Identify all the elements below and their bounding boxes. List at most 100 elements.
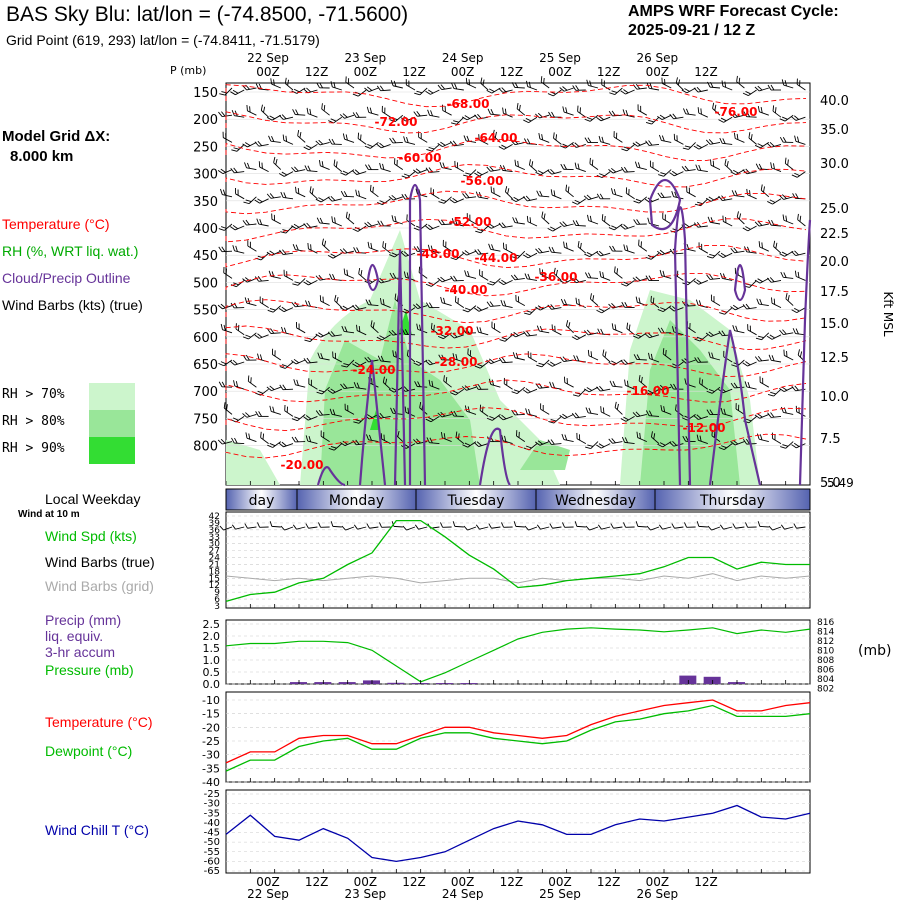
wind-barb-shaft	[636, 87, 647, 90]
wind-barb	[267, 305, 282, 313]
wind-barb-flag	[681, 359, 687, 364]
wind-barb-flag	[343, 363, 350, 366]
wind-barb	[242, 332, 257, 340]
wind-barb	[548, 246, 562, 254]
wind-barb-shaft	[356, 330, 367, 336]
wind-barb-flag	[632, 412, 638, 417]
wind-barb-flag	[382, 299, 385, 306]
wind-barb-flag	[231, 524, 236, 530]
wind-barb-flag	[733, 112, 738, 118]
wind-barb-flag	[705, 332, 711, 337]
wind-barb-flag	[757, 105, 760, 112]
wind-barb-shaft	[734, 250, 745, 254]
wind-barb	[791, 115, 806, 121]
wind-barb	[791, 250, 806, 257]
wind-barb-flag	[461, 386, 467, 391]
wind-barb-shaft	[576, 438, 587, 444]
wind-barb-flag	[584, 137, 589, 143]
surface-wind-barb	[231, 524, 245, 530]
wind-barb-flag	[275, 158, 278, 165]
wind-barb	[724, 158, 733, 172]
weekday-label: Monday	[329, 493, 384, 509]
wind-barb	[645, 116, 660, 125]
wind-barb	[474, 441, 489, 447]
wind-barb	[498, 222, 513, 229]
wind-barb-shaft	[783, 412, 794, 415]
wind-barb	[522, 195, 538, 202]
wind-barb-shaft	[222, 169, 233, 175]
wind-barb-flag	[706, 390, 713, 394]
wind-barb	[271, 348, 282, 361]
wind-barb-shaft	[625, 384, 635, 390]
wind-barb-shaft	[709, 86, 721, 89]
wind-barb-flag	[461, 116, 468, 121]
wind-barb-shaft	[284, 410, 294, 417]
surface-wind-barb	[379, 522, 391, 528]
wind-barb-flag	[696, 414, 702, 419]
wind-barb	[756, 298, 769, 307]
wind-barb-shaft	[441, 223, 452, 226]
wind-barb-shaft	[636, 166, 647, 171]
wind-barb-flag	[450, 392, 456, 396]
wind-barb	[440, 296, 452, 307]
surface-wind-barb	[574, 521, 586, 528]
wind-barb	[462, 327, 477, 334]
wind-barb	[694, 334, 709, 342]
wind-barb	[331, 216, 342, 227]
temperature-contour-label: -48.00	[417, 247, 460, 261]
wind-barb	[623, 244, 635, 254]
wind-barb	[266, 385, 281, 392]
wind-barb-flag	[664, 78, 666, 85]
temperature-contour	[225, 273, 807, 297]
wind-barb	[609, 245, 623, 252]
wind-barb-shaft	[235, 89, 245, 96]
wind-barb-flag	[767, 84, 772, 91]
wind-barb-flag	[708, 331, 714, 336]
wind-barb-flag	[706, 274, 711, 280]
wind-barb-flag	[294, 416, 300, 420]
wind-barb-shaft	[272, 305, 282, 313]
precip-tick-label: 0.5	[203, 666, 221, 679]
wind-barb-flag	[699, 435, 702, 442]
surface-wind-barb	[305, 523, 318, 529]
wind-barb-flag	[403, 271, 406, 278]
wind-barb-flag	[577, 240, 580, 247]
wind-barb-shaft	[565, 142, 574, 149]
wind-barb-shaft	[321, 244, 330, 252]
wind-barb	[245, 432, 257, 443]
wind-barb-flag	[774, 434, 776, 440]
wind-barb-flag	[305, 523, 309, 529]
wind-barb-shaft	[540, 273, 550, 279]
wind-barb-flag	[260, 104, 263, 111]
wind-barb	[316, 217, 330, 225]
wind-barb-flag	[696, 279, 702, 284]
wind-barb-flag	[223, 324, 226, 331]
cloud-outline	[316, 466, 346, 487]
wind-barb-flag	[705, 197, 712, 202]
wind-barb-flag	[269, 307, 276, 311]
wind-barb-flag	[281, 326, 284, 333]
wind-barb	[426, 437, 440, 445]
wind-barb-flag	[610, 523, 614, 529]
wind-barb-flag	[611, 90, 618, 94]
wind-barb-flag	[282, 249, 287, 255]
wind-barb	[516, 430, 526, 442]
wind-barb-flag	[730, 382, 735, 389]
wind-barb	[376, 334, 391, 341]
wind-barb	[502, 107, 513, 118]
wind-barb-flag	[550, 226, 556, 231]
wind-barb	[705, 331, 721, 337]
wind-barb-flag	[231, 110, 235, 116]
wind-barb-shaft	[430, 193, 440, 200]
wind-barb-flag	[455, 296, 457, 303]
wind-barb-flag	[461, 251, 468, 256]
wind-barb-flag	[291, 436, 296, 443]
wind-barb-flag	[700, 108, 702, 115]
wind-barb-flag	[462, 309, 469, 313]
wind-barb	[632, 141, 647, 147]
wind-barb-flag	[443, 375, 445, 382]
wind-barb-shaft	[651, 116, 660, 125]
wind-barb-flag	[391, 194, 397, 200]
wind-barb-flag	[538, 132, 541, 139]
wind-barb	[754, 278, 770, 284]
